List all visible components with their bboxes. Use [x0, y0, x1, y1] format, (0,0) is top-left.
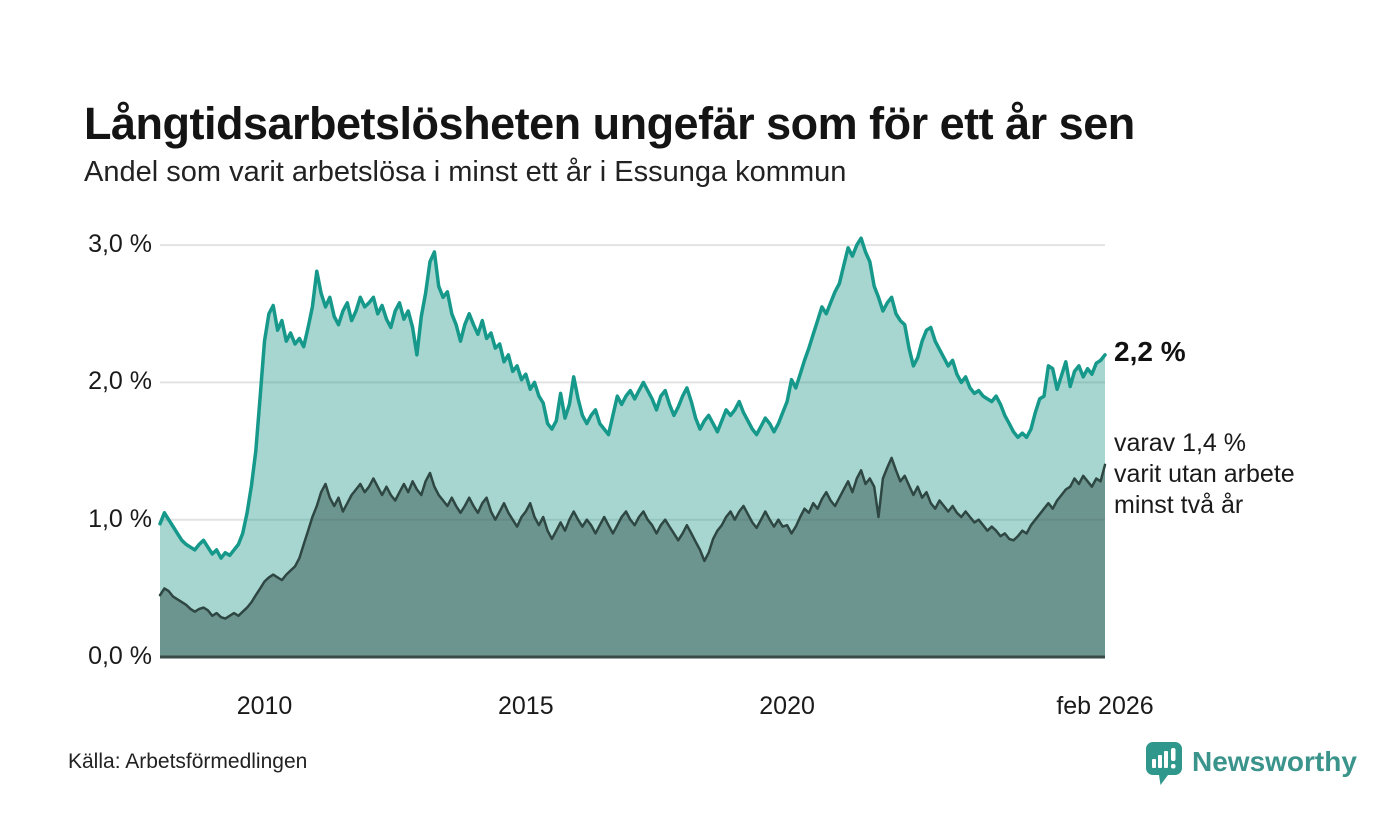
- x-tick-label: feb 2026: [1056, 692, 1154, 720]
- page-title: Långtidsarbetslösheten ungefär som för e…: [84, 98, 1135, 150]
- two-year-annotation: varav 1,4 % varit utan arbete minst två …: [1114, 429, 1295, 519]
- source-attribution: Källa: Arbetsförmedlingen: [68, 750, 308, 773]
- brand-wordmark: Newsworthy: [1192, 746, 1357, 777]
- y-tick-label: 2,0 %: [88, 367, 152, 396]
- y-tick-label: 3,0 %: [88, 230, 152, 259]
- newsworthy-logo: Newsworthy: [1146, 742, 1357, 786]
- y-tick-label: 0,0 %: [88, 642, 152, 670]
- x-tick-label: 2020: [759, 692, 815, 720]
- x-tick-label: 2010: [236, 692, 293, 720]
- page-subtitle: Andel som varit arbetslösa i minst ett å…: [84, 156, 847, 188]
- x-tick-label: 2015: [497, 692, 554, 720]
- newsworthy-bubble-icon: [1146, 742, 1182, 785]
- y-tick-label: 1,0 %: [88, 504, 152, 533]
- latest-value-label: 2,2 %: [1114, 336, 1186, 367]
